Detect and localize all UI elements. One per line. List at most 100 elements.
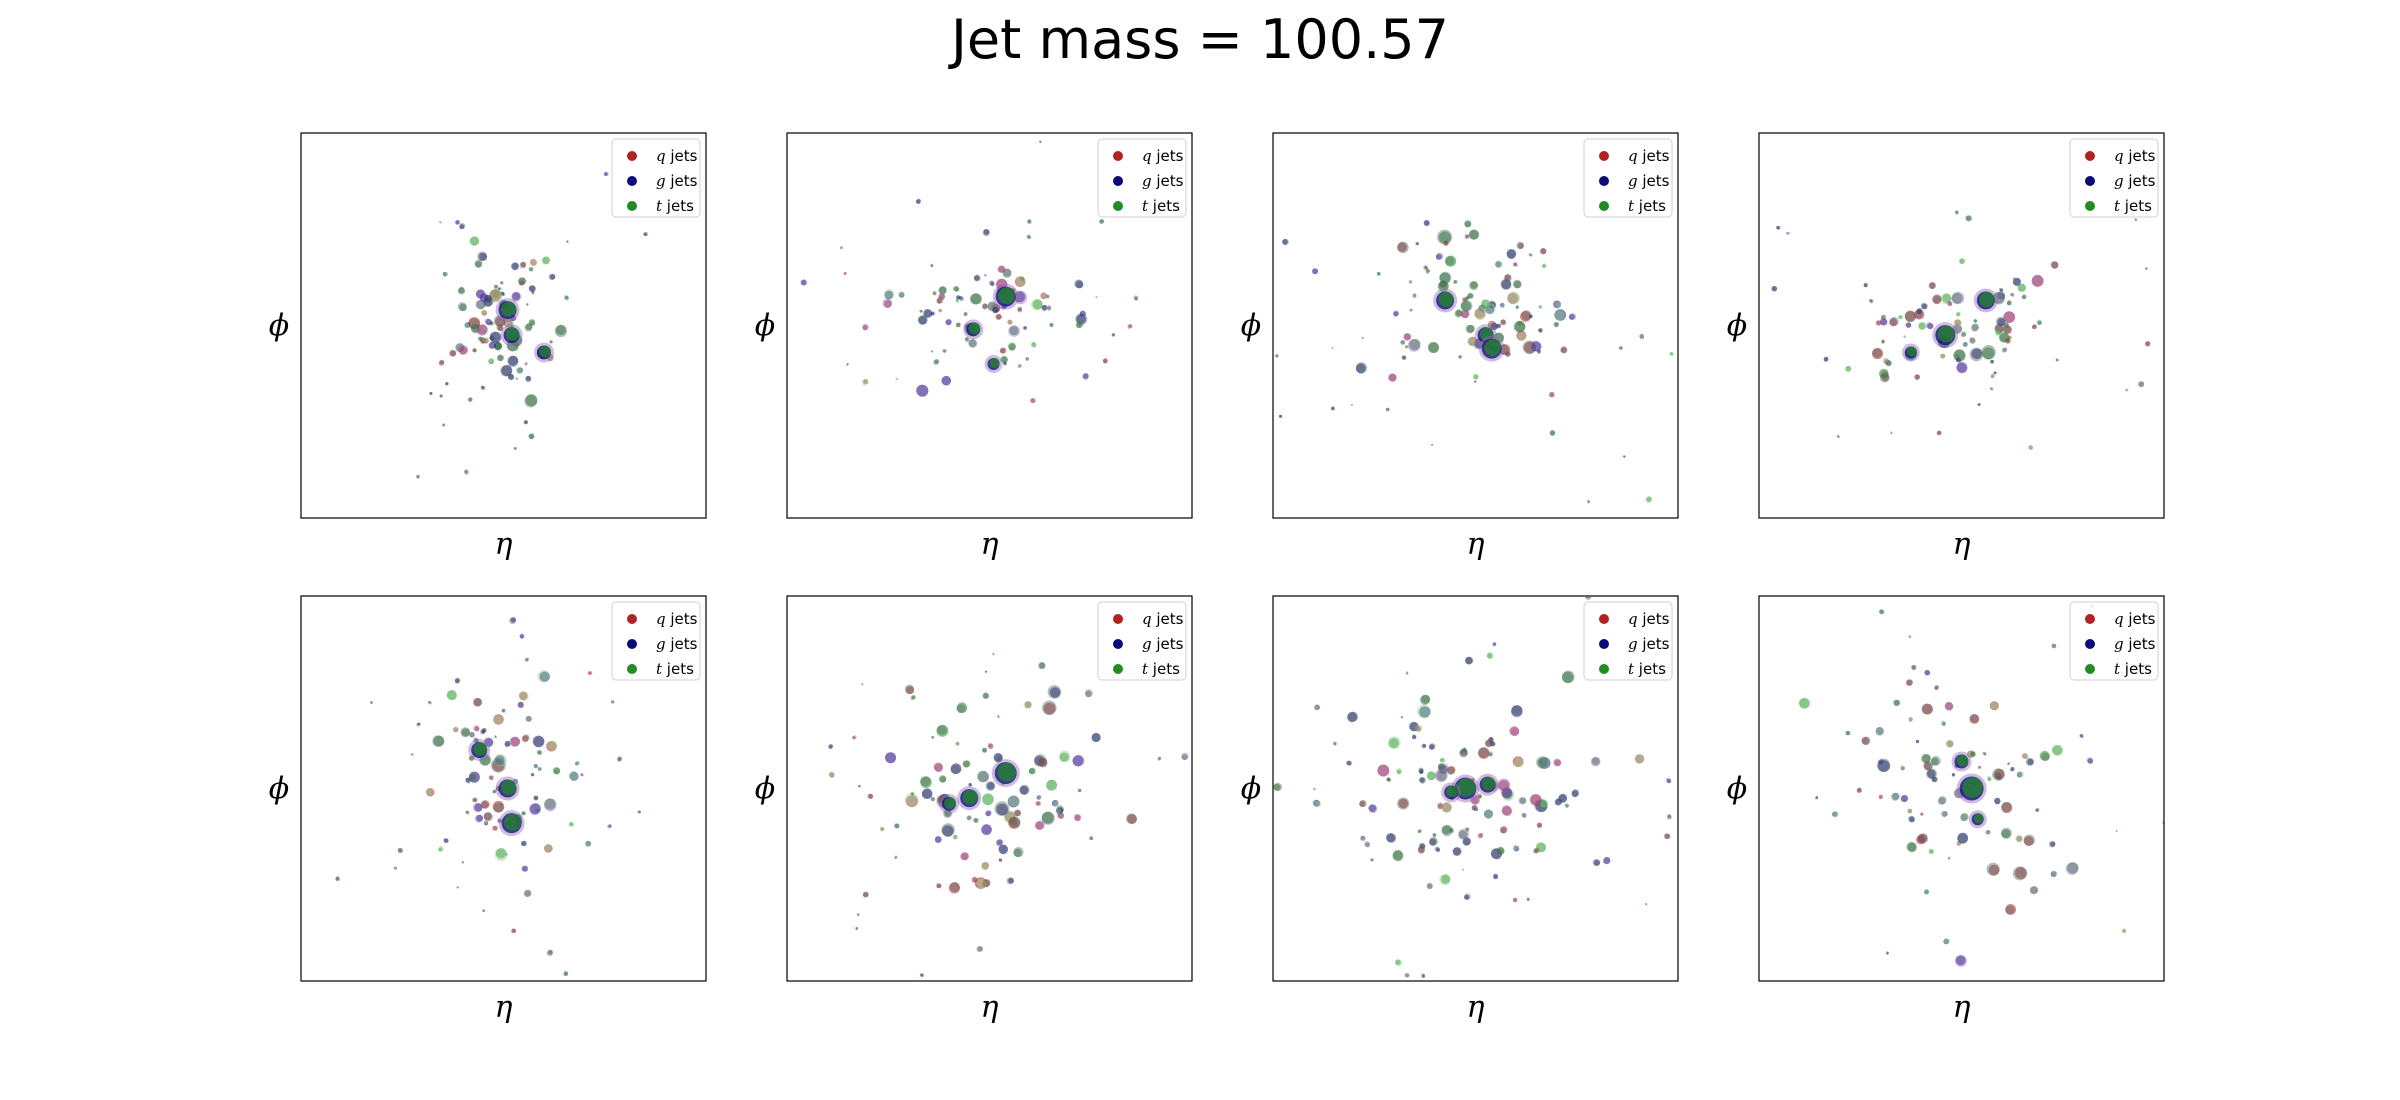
particle-point-overlay xyxy=(1966,215,1973,222)
particle-point-overlay xyxy=(1473,373,1478,379)
particle-point-overlay xyxy=(1424,220,1430,226)
panel-8-ylabel: ϕ xyxy=(1727,772,1747,807)
particle-point xyxy=(1500,319,1506,326)
particle-point-overlay xyxy=(524,362,528,366)
particle-point xyxy=(500,281,504,285)
particle-point-overlay xyxy=(981,824,992,836)
particle-point-overlay xyxy=(1001,356,1009,363)
particle-point xyxy=(1473,374,1479,380)
particle-point-overlay xyxy=(2051,643,2057,649)
particle-point xyxy=(2079,734,2083,738)
legend-marker-g xyxy=(1599,639,1609,649)
particle-point xyxy=(1936,430,1942,436)
particle-point-overlay xyxy=(1421,973,1425,977)
particle-point-overlay xyxy=(910,792,914,795)
particle-point xyxy=(1440,757,1445,763)
legend-label-g: g jets xyxy=(2114,635,2156,653)
particle-point-overlay xyxy=(1038,661,1046,670)
particle-point-overlay xyxy=(1864,282,1868,287)
particle-point xyxy=(933,359,939,365)
particle-point xyxy=(1537,349,1541,353)
particle-point-overlay xyxy=(1981,345,1996,360)
particle-point xyxy=(1540,248,1547,255)
particle-point-overlay xyxy=(1771,286,1777,292)
particle-point-overlay xyxy=(968,339,978,348)
legend-label-q: q jets xyxy=(1628,147,1670,165)
particle-point-overlay xyxy=(931,350,933,353)
particle-point-overlay xyxy=(1530,794,1542,806)
particle-point xyxy=(1879,368,1889,379)
particle-point xyxy=(1513,262,1518,267)
legend-label-g: g jets xyxy=(656,172,698,190)
particle-point-overlay xyxy=(1346,712,1357,723)
particle-point xyxy=(939,286,947,294)
particle-point xyxy=(428,701,431,704)
particle-point-overlay xyxy=(1983,752,1987,756)
particle-point-overlay xyxy=(1510,727,1520,737)
particle-point-overlay xyxy=(1333,741,1337,746)
particle-point xyxy=(1421,694,1431,704)
particle-point-overlay xyxy=(1946,300,1952,306)
particle-point xyxy=(1506,249,1517,259)
particle-point-overlay xyxy=(931,311,936,316)
particle-point xyxy=(566,240,569,243)
particle-point-overlay xyxy=(999,844,1007,853)
particle-point-overlay xyxy=(507,356,519,368)
particle-point xyxy=(521,865,528,872)
particle-point xyxy=(941,375,952,386)
particle-point-overlay xyxy=(428,701,432,705)
particle-point-overlay xyxy=(2138,381,2144,387)
particle-point-overlay xyxy=(861,683,864,686)
particle-point-overlay xyxy=(1347,761,1352,766)
particle-point xyxy=(981,824,992,835)
particle-point xyxy=(528,267,534,272)
particle-point xyxy=(1898,315,1903,320)
particle-point-overlay xyxy=(1478,794,1482,799)
particle-point-overlay xyxy=(1126,813,1137,825)
particle-point xyxy=(932,291,937,296)
particle-point xyxy=(1351,404,1353,406)
particle-point xyxy=(1938,796,1947,805)
particle-point xyxy=(1019,785,1029,795)
particle-point-overlay xyxy=(537,670,550,683)
particle-point-overlay xyxy=(1405,345,1409,348)
legend-marker-g xyxy=(2085,176,2095,186)
particle-point xyxy=(894,823,900,829)
particle-point xyxy=(476,299,486,310)
particle-point xyxy=(446,690,457,701)
particle-point-overlay xyxy=(1360,835,1366,842)
particle-point xyxy=(1418,768,1424,774)
particle-point-overlay xyxy=(1995,316,2006,327)
particle-point xyxy=(542,256,550,265)
cluster-overlay xyxy=(944,796,956,809)
particle-point-overlay xyxy=(535,809,539,813)
particle-point xyxy=(1009,326,1019,336)
particle-point-overlay xyxy=(511,928,517,933)
particle-point-overlay xyxy=(2006,300,2012,306)
panel-5-points xyxy=(335,617,641,976)
particle-point-overlay xyxy=(425,787,434,796)
particle-point-overlay xyxy=(534,765,539,769)
particle-point xyxy=(1992,292,2005,304)
particle-point xyxy=(445,382,449,386)
particle-point-overlay xyxy=(1506,250,1516,260)
particle-point-overlay xyxy=(1046,305,1052,310)
particle-point xyxy=(967,815,972,820)
particle-point-overlay xyxy=(1943,937,1951,945)
particle-point xyxy=(439,394,443,398)
particle-point-overlay xyxy=(1035,801,1040,806)
particle-point xyxy=(1962,342,1968,347)
particle-point xyxy=(938,293,945,301)
particle-point-overlay xyxy=(493,342,502,351)
particle-point xyxy=(482,909,486,913)
particle-point-overlay xyxy=(1571,789,1580,797)
particle-point-overlay xyxy=(515,367,523,375)
particle-point xyxy=(896,378,899,381)
particle-point-overlay xyxy=(2017,284,2025,292)
particle-point-overlay xyxy=(547,740,558,751)
particle-point-overlay xyxy=(1861,736,1871,746)
particle-point xyxy=(1388,373,1397,382)
particle-point-overlay xyxy=(1500,319,1506,325)
legend-text: jets xyxy=(1638,172,1670,190)
